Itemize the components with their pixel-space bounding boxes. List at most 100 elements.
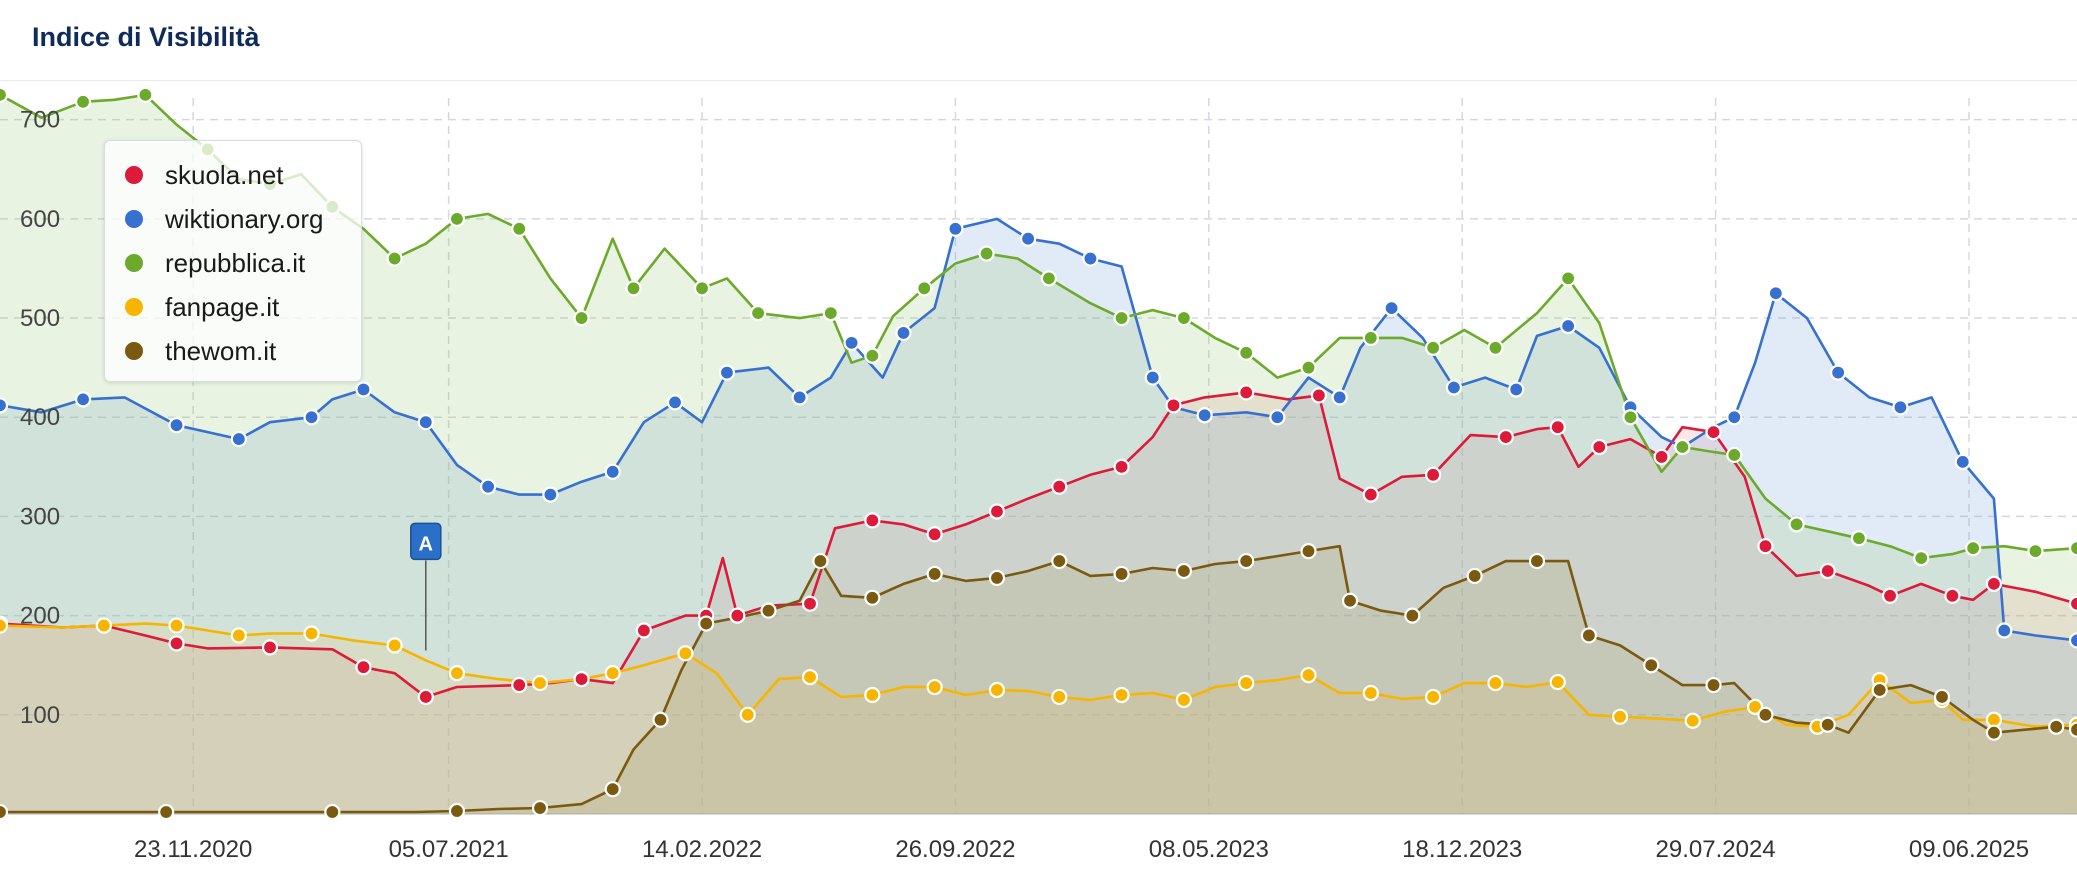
data-point [0, 803, 9, 821]
data-point [1549, 673, 1566, 691]
series-area [0, 94, 2077, 814]
data-point [386, 250, 403, 267]
data-point [652, 711, 669, 728]
data-point [1767, 285, 1784, 302]
data-point [635, 622, 652, 639]
x-tick-label: 14.02.2022 [642, 836, 762, 863]
series-area [0, 392, 2077, 814]
series-area [0, 546, 2077, 814]
legend-item-thewom[interactable]: thewom.it [125, 336, 276, 366]
data-point [1051, 688, 1068, 706]
data-point [1051, 478, 1068, 495]
x-tick-label: 26.09.2022 [895, 836, 1015, 863]
data-point [739, 706, 756, 723]
x-tick-label: 05.07.2021 [389, 836, 509, 863]
data-point [1830, 364, 1847, 381]
x-tick-label: 08.05.2023 [1149, 836, 1269, 863]
legend-item-fanpage[interactable]: fanpage.it [125, 292, 279, 322]
data-point [531, 674, 549, 692]
data-point [448, 210, 466, 227]
data-point [1684, 712, 1701, 729]
data-point [448, 802, 466, 820]
data-point [1726, 446, 1743, 464]
y-tick-label: 100 [20, 702, 60, 729]
data-point [1310, 387, 1327, 404]
data-point [1175, 309, 1192, 327]
legend-item-skuola[interactable]: skuola.net [125, 160, 284, 190]
data-point [168, 635, 185, 652]
data-point [1819, 562, 1836, 580]
x-tick-label: 23.11.2020 [134, 836, 252, 863]
data-point [698, 615, 715, 632]
data-point [1560, 317, 1577, 335]
data-point [1082, 250, 1099, 267]
data-point [1746, 698, 1764, 715]
legend-item-wiktionary[interactable]: wiktionary.org [125, 204, 323, 234]
data-point [1238, 552, 1255, 570]
data-point [1705, 424, 1722, 441]
series-area [0, 623, 2077, 814]
data-point [604, 781, 621, 798]
data-point [417, 688, 434, 706]
data-point [604, 665, 621, 682]
legend-marker-icon [125, 342, 143, 360]
data-point [1425, 466, 1442, 483]
data-point [1040, 270, 1057, 287]
data-point [573, 309, 590, 327]
data-point [1113, 458, 1130, 475]
data-point [573, 671, 590, 688]
data-point [1622, 409, 1639, 426]
data-point [1175, 562, 1192, 580]
data-point [1985, 724, 2003, 741]
data-point [926, 565, 943, 583]
data-point [604, 463, 621, 480]
data-point [2048, 718, 2065, 735]
data-point [1965, 540, 1982, 557]
data-point [1487, 674, 1504, 692]
data-point [1175, 691, 1192, 709]
data-point [355, 659, 372, 676]
data-point [74, 391, 92, 408]
annotation-label: A [419, 533, 433, 555]
data-point [0, 397, 9, 414]
legend-label: fanpage.it [165, 291, 280, 322]
data-point [1508, 381, 1525, 398]
legend-label: thewom.it [165, 335, 277, 366]
data-point [1788, 516, 1805, 533]
data-point [1362, 486, 1379, 503]
data-point [1113, 565, 1130, 583]
series-area [0, 218, 2077, 814]
data-point [864, 686, 881, 704]
data-point [1238, 384, 1255, 401]
data-point [1445, 379, 1463, 396]
data-point [303, 409, 320, 426]
legend-item-repubblica[interactable]: repubblica.it [125, 248, 305, 278]
data-point [1497, 428, 1514, 446]
data-point [2068, 595, 2077, 612]
legend-label: skuola.net [165, 159, 284, 190]
data-point [511, 220, 528, 237]
data-point [812, 552, 829, 570]
y-tick-label: 200 [20, 603, 60, 630]
data-point [1300, 359, 1317, 376]
data-point [1528, 552, 1546, 570]
data-point [1933, 688, 1951, 706]
data-point [760, 602, 777, 619]
data-point [864, 512, 881, 529]
data-point [1425, 339, 1442, 356]
data-point [74, 93, 92, 110]
data-point [666, 394, 684, 411]
data-point [947, 220, 964, 237]
data-point [417, 414, 434, 431]
y-tick-label: 500 [20, 305, 60, 332]
data-point [1674, 438, 1691, 456]
data-point [137, 86, 154, 103]
data-point [531, 799, 549, 817]
legend-marker-icon [125, 298, 143, 316]
data-point [864, 347, 881, 364]
series-points [0, 86, 2077, 821]
data-point [978, 245, 995, 262]
data-point [2068, 632, 2077, 649]
data-point [230, 430, 247, 448]
